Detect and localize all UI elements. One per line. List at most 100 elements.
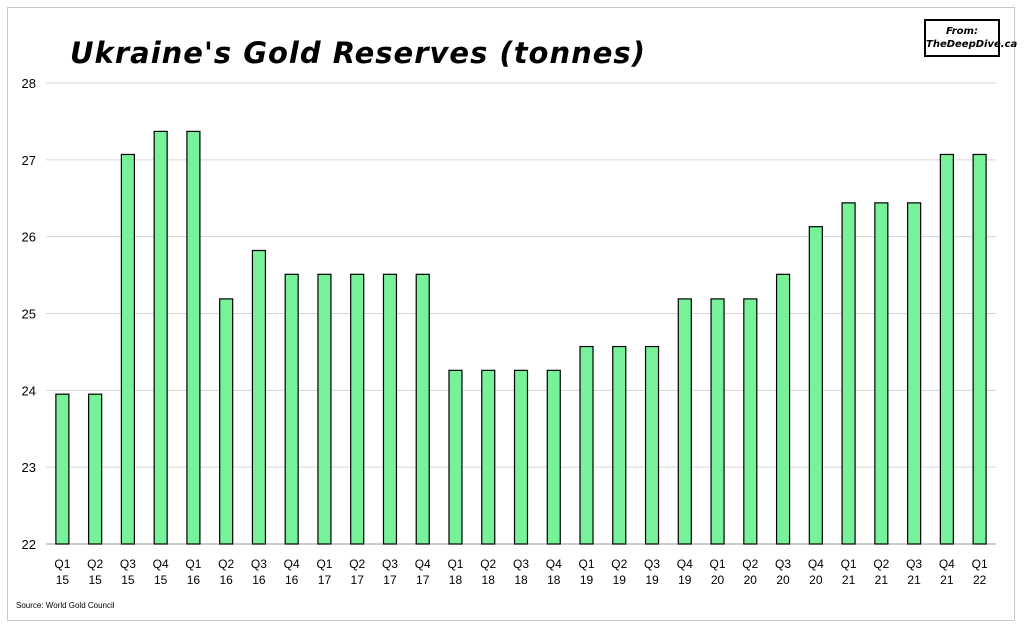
bar <box>808 226 823 545</box>
x-tick-label-year: 22 <box>973 573 987 587</box>
bar <box>939 153 954 545</box>
x-tick-label-year: 18 <box>449 573 463 587</box>
y-tick-label: 24 <box>22 383 36 398</box>
x-tick-label-year: 16 <box>252 573 266 587</box>
x-tick-label-year: 16 <box>219 573 233 587</box>
bar <box>415 273 430 545</box>
y-tick-label: 28 <box>22 76 36 91</box>
bar <box>186 130 201 545</box>
x-tick-label-quarter: Q1 <box>972 557 988 571</box>
x-tick-label-quarter: Q3 <box>775 557 791 571</box>
x-tick-label-quarter: Q1 <box>185 557 201 571</box>
x-tick-label-year: 21 <box>842 573 856 587</box>
x-tick-label-year: 17 <box>383 573 397 587</box>
x-tick-label-year: 20 <box>711 573 725 587</box>
y-tick-label: 27 <box>22 153 36 168</box>
x-tick-label-quarter: Q1 <box>54 557 70 571</box>
bar <box>612 345 627 545</box>
bar <box>546 369 561 545</box>
bar <box>350 273 365 545</box>
x-tick-label-quarter: Q2 <box>480 557 496 571</box>
x-tick-label-quarter: Q4 <box>677 557 693 571</box>
y-tick-label: 26 <box>22 230 36 245</box>
x-tick-label-quarter: Q3 <box>906 557 922 571</box>
x-tick-label-quarter: Q4 <box>284 557 300 571</box>
bar <box>284 273 299 545</box>
bar <box>874 202 889 545</box>
bar <box>120 153 135 545</box>
x-tick-label-year: 17 <box>351 573 365 587</box>
bar <box>677 298 692 545</box>
x-tick-label-year: 20 <box>776 573 790 587</box>
x-tick-label-year: 15 <box>56 573 70 587</box>
x-tick-label-quarter: Q2 <box>349 557 365 571</box>
x-tick-label-year: 20 <box>809 573 823 587</box>
x-tick-label-year: 18 <box>482 573 496 587</box>
x-tick-label-year: 17 <box>416 573 430 587</box>
x-tick-label-quarter: Q3 <box>382 557 398 571</box>
source-note: Source: World Gold Council <box>16 601 115 610</box>
x-tick-label-year: 15 <box>88 573 102 587</box>
x-tick-label-quarter: Q2 <box>742 557 758 571</box>
x-tick-label-quarter: Q3 <box>644 557 660 571</box>
x-tick-label-year: 16 <box>285 573 299 587</box>
bar <box>153 130 168 545</box>
bar <box>710 298 725 545</box>
x-tick-label-quarter: Q4 <box>415 557 431 571</box>
x-tick-label-quarter: Q1 <box>710 557 726 571</box>
x-tick-label-quarter: Q2 <box>873 557 889 571</box>
x-tick-label-quarter: Q2 <box>218 557 234 571</box>
bar <box>55 393 70 545</box>
x-tick-label-quarter: Q2 <box>87 557 103 571</box>
badge-from-label: From: <box>946 26 978 37</box>
x-tick-label-year: 21 <box>907 573 921 587</box>
x-tick-label-year: 19 <box>645 573 659 587</box>
bar <box>382 273 398 545</box>
bar <box>743 298 758 545</box>
bar <box>579 345 594 545</box>
bar <box>219 298 234 545</box>
x-tick-label-year: 16 <box>187 573 201 587</box>
x-tick-label-quarter: Q1 <box>579 557 595 571</box>
x-tick-label-year: 19 <box>678 573 692 587</box>
bar <box>513 369 529 545</box>
x-tick-label-year: 20 <box>744 573 758 587</box>
x-tick-label-quarter: Q1 <box>447 557 463 571</box>
x-tick-label-year: 15 <box>121 573 135 587</box>
x-tick-label-year: 18 <box>547 573 561 587</box>
bar <box>841 202 856 545</box>
y-tick-label: 25 <box>22 307 36 322</box>
chart-title: Ukraine's Gold Reserves (tonnes) <box>70 36 646 70</box>
x-tick-label-year: 19 <box>613 573 627 587</box>
x-tick-label-year: 21 <box>875 573 889 587</box>
y-tick-label: 23 <box>22 460 36 475</box>
x-tick-label-quarter: Q2 <box>611 557 627 571</box>
x-tick-label-quarter: Q3 <box>513 557 529 571</box>
x-tick-label-year: 18 <box>514 573 528 587</box>
bar <box>907 202 922 545</box>
bar <box>251 249 267 545</box>
x-tick-label-quarter: Q4 <box>939 557 955 571</box>
bar <box>448 369 463 545</box>
bar <box>644 345 660 545</box>
x-tick-label-quarter: Q1 <box>316 557 332 571</box>
x-tick-label-year: 15 <box>154 573 168 587</box>
x-tick-label-quarter: Q3 <box>120 557 136 571</box>
badge-site-label: TheDeepDive.ca <box>926 39 1018 50</box>
x-tick-label-year: 21 <box>940 573 954 587</box>
x-tick-label-quarter: Q4 <box>808 557 824 571</box>
x-tick-label-quarter: Q4 <box>153 557 169 571</box>
x-tick-label-year: 19 <box>580 573 594 587</box>
bar <box>775 273 791 545</box>
bar <box>317 273 332 545</box>
bar <box>481 369 496 545</box>
x-tick-label-quarter: Q1 <box>841 557 857 571</box>
x-tick-label-quarter: Q4 <box>546 557 562 571</box>
bar <box>88 393 103 545</box>
bar <box>972 153 987 545</box>
x-tick-label-quarter: Q3 <box>251 557 267 571</box>
source-badge: From: TheDeepDive.ca <box>924 19 1018 57</box>
y-tick-label: 22 <box>22 537 36 552</box>
x-tick-label-year: 17 <box>318 573 332 587</box>
